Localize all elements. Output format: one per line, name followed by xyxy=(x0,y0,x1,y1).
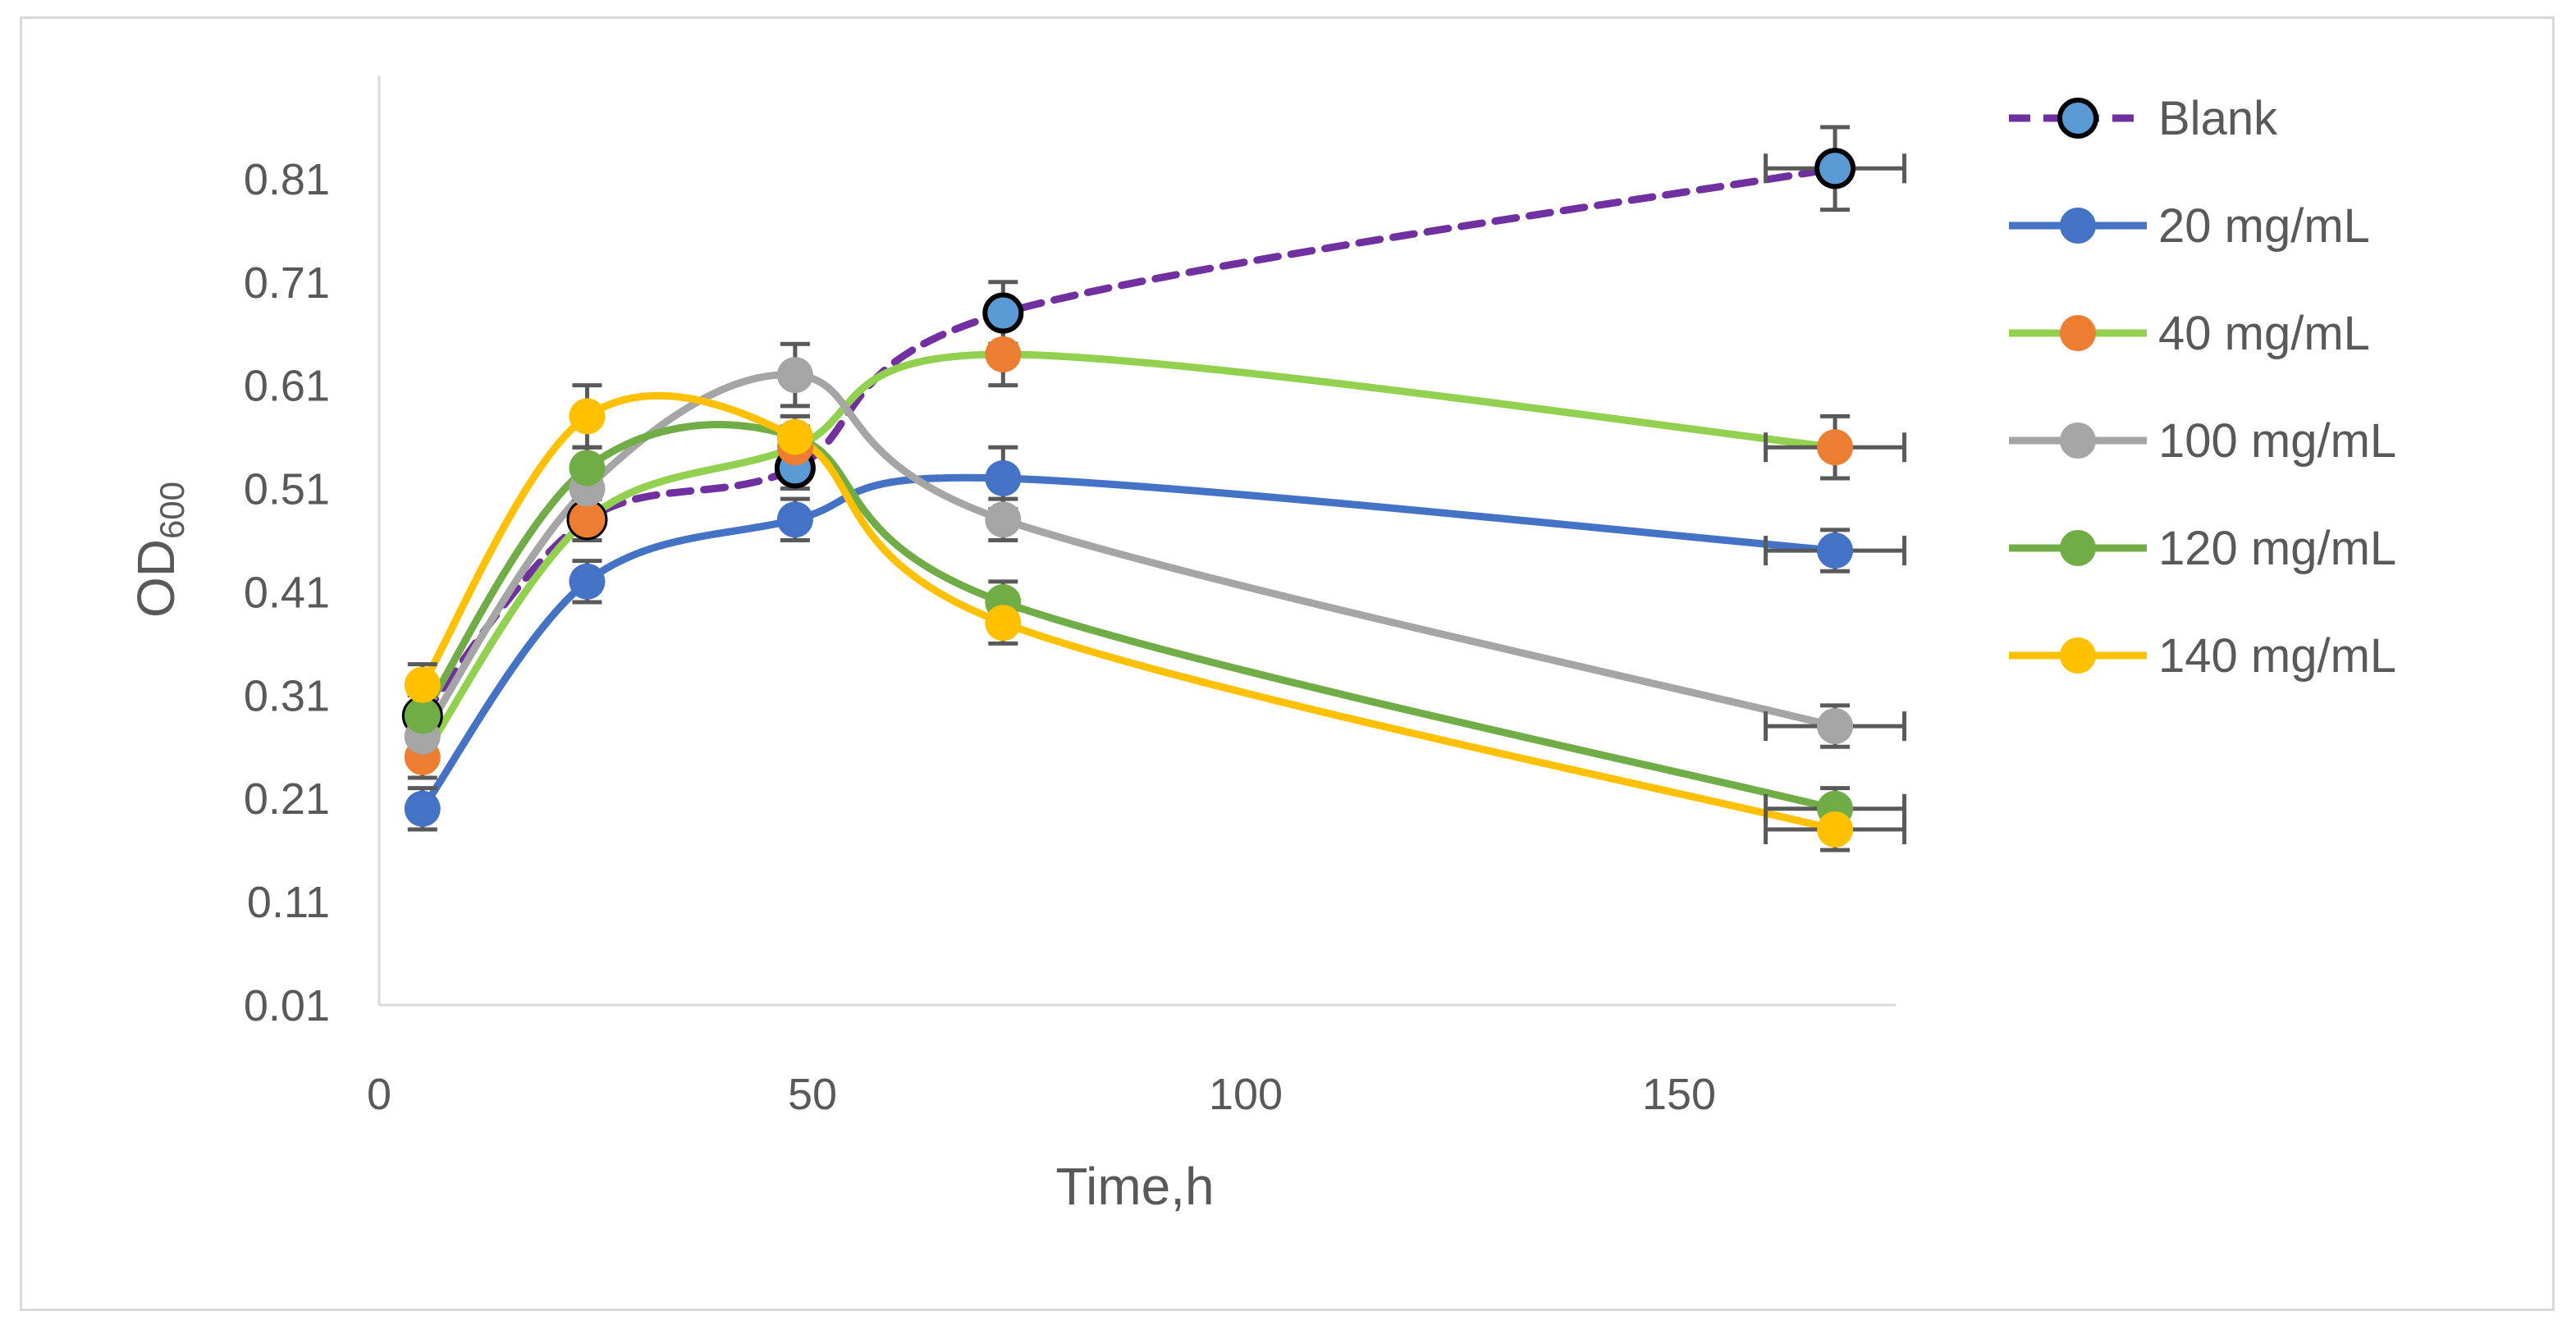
data-point-40-mg-ml xyxy=(1817,429,1854,466)
series-lines xyxy=(419,164,1839,834)
data-point-blank xyxy=(1814,148,1856,190)
legend-item-20-mg-ml: 20 mg/mL xyxy=(2009,199,2370,253)
y-axis-title: OD600 xyxy=(126,482,191,618)
data-point-20-mg-ml xyxy=(1817,532,1854,569)
data-point-40-mg-ml xyxy=(985,336,1022,372)
data-point-20-mg-ml xyxy=(404,790,441,827)
legend-marker-swatch xyxy=(2060,208,2096,244)
data-point-blank xyxy=(982,292,1024,334)
legend-item-120-mg-ml: 120 mg/mL xyxy=(2009,522,2396,575)
data-point-140-mg-ml xyxy=(985,605,1022,642)
y-axis-title-subscript: 600 xyxy=(153,482,191,539)
y-tick-label: 0.31 xyxy=(244,671,330,720)
y-tick-label: 0.11 xyxy=(247,878,330,927)
legend-item-140-mg-ml: 140 mg/mL xyxy=(2009,629,2396,683)
data-point-40-mg-ml xyxy=(569,501,606,538)
y-tick-label: 0.61 xyxy=(244,362,330,411)
y-tick-label: 0.01 xyxy=(244,981,330,1030)
legend-item-100-mg-ml: 100 mg/mL xyxy=(2009,414,2396,468)
y-tick-label: 0.41 xyxy=(244,568,330,617)
series-line-20-mg-ml xyxy=(419,473,1839,813)
data-point-140-mg-ml xyxy=(776,418,813,455)
data-point-20-mg-ml xyxy=(776,501,813,538)
legend-item-blank: Blank xyxy=(2009,92,2278,145)
data-point-120-mg-ml xyxy=(569,450,606,487)
legend-label: Blank xyxy=(2158,92,2278,145)
legend: Blank 20 mg/mL 40 mg/mL 100 mg/mL 120 mg/mL 1… xyxy=(2009,92,2396,683)
series-line-120-mg-ml xyxy=(419,421,1839,813)
x-tick-label: 150 xyxy=(1642,1070,1716,1119)
data-point-140-mg-ml xyxy=(1817,811,1854,847)
data-point-100-mg-ml xyxy=(985,501,1022,538)
data-point-140-mg-ml xyxy=(404,666,441,703)
chart-frame xyxy=(20,16,2555,1311)
y-tick-label: 0.81 xyxy=(244,155,330,204)
axes xyxy=(377,75,1896,1007)
legend-label: 140 mg/mL xyxy=(2158,629,2396,683)
y-axis-title-main: OD xyxy=(126,539,185,618)
tick-labels: 0.01 0.11 0.21 0.31 0.41 0.51 0.61 0.71 0.81 0 50 1… xyxy=(244,155,1716,1119)
data-point-100-mg-ml xyxy=(1817,708,1854,745)
x-tick-label: 50 xyxy=(788,1070,837,1119)
series-line-100-mg-ml xyxy=(419,371,1839,741)
legend-marker-swatch xyxy=(2060,637,2096,674)
data-point-140-mg-ml xyxy=(569,398,606,435)
series-line-140-mg-ml xyxy=(419,391,1839,834)
y-tick-label: 0.51 xyxy=(244,465,330,514)
data-point-120-mg-ml xyxy=(404,697,441,734)
y-tick-label: 0.21 xyxy=(244,774,330,824)
legend-item-40-mg-ml: 40 mg/mL xyxy=(2009,307,2370,360)
legend-label: 20 mg/mL xyxy=(2158,199,2370,253)
legend-label: 100 mg/mL xyxy=(2158,414,2396,468)
legend-marker-swatch xyxy=(2060,423,2096,459)
x-axis-title: Time,h xyxy=(1055,1157,1214,1216)
data-point-20-mg-ml xyxy=(569,563,606,600)
data-point-100-mg-ml xyxy=(776,357,813,394)
x-tick-label: 100 xyxy=(1209,1070,1283,1119)
legend-label: 120 mg/mL xyxy=(2158,522,2396,575)
legend-marker-swatch xyxy=(2060,315,2096,351)
legend-label: 40 mg/mL xyxy=(2158,307,2370,360)
legend-marker-swatch xyxy=(2057,98,2098,139)
y-tick-label: 0.71 xyxy=(244,258,330,308)
data-point-20-mg-ml xyxy=(985,459,1022,496)
legend-marker-swatch xyxy=(2060,530,2096,566)
x-tick-label: 0 xyxy=(367,1070,391,1119)
series-markers xyxy=(401,148,1856,847)
